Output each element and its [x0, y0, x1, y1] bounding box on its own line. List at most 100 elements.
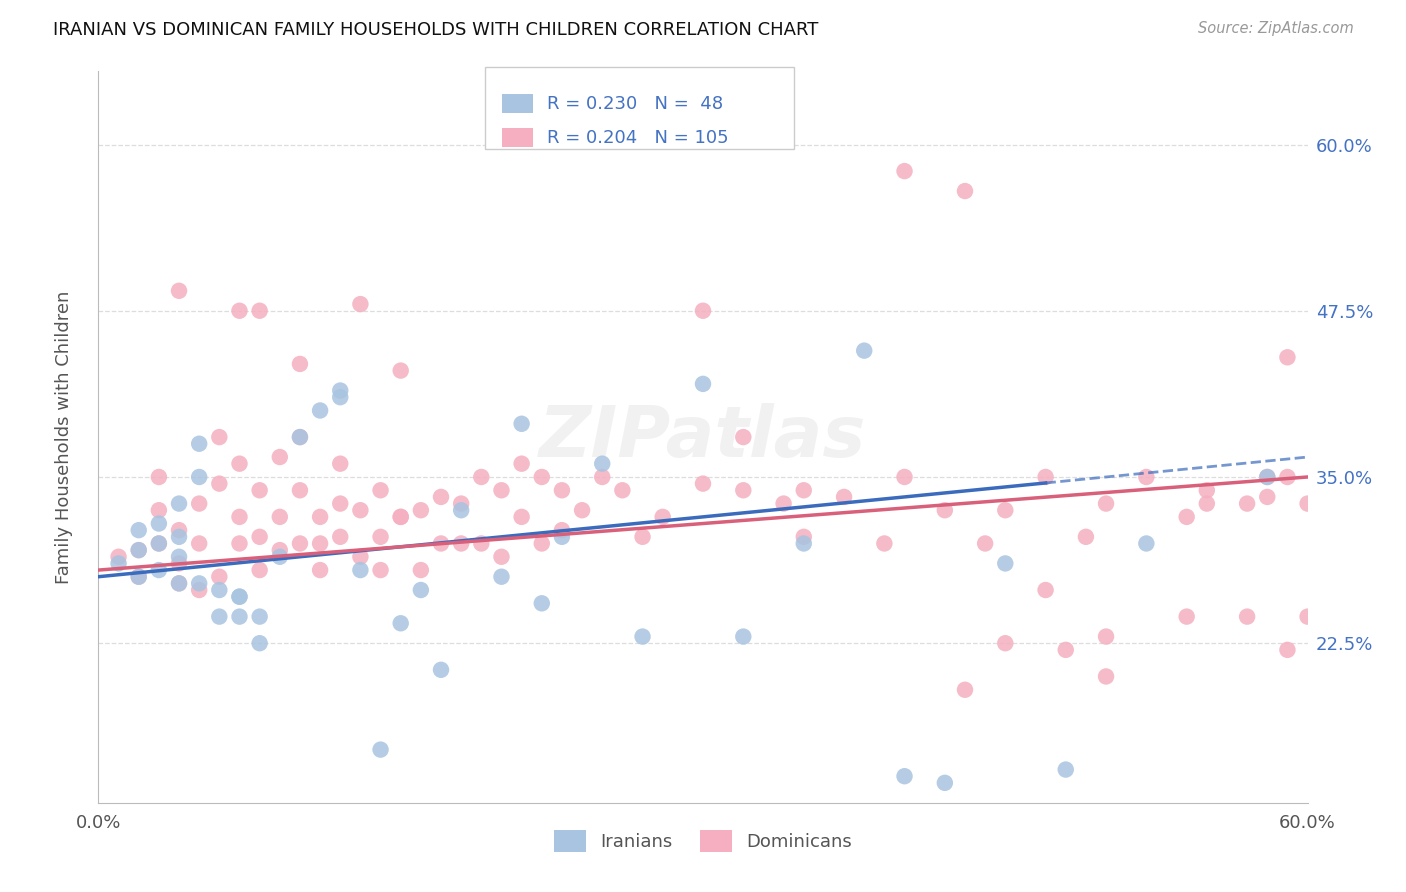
Point: [893, 769, 915, 783]
Point: [692, 303, 714, 318]
Point: [651, 509, 673, 524]
Point: [370, 530, 392, 544]
Point: [793, 536, 815, 550]
Point: [772, 497, 794, 511]
Point: [228, 457, 250, 471]
Point: [269, 450, 291, 464]
Point: [612, 483, 634, 498]
Point: [510, 457, 533, 471]
Point: [1236, 609, 1258, 624]
Point: [148, 536, 170, 550]
Point: [409, 582, 432, 597]
Point: [167, 530, 190, 544]
Point: [1277, 643, 1299, 657]
Point: [269, 509, 291, 524]
Point: [167, 284, 190, 298]
Point: [733, 630, 755, 644]
Point: [491, 570, 513, 584]
Point: [188, 536, 211, 550]
Point: [692, 376, 714, 391]
Point: [1195, 483, 1218, 498]
Point: [167, 523, 190, 537]
Point: [167, 497, 190, 511]
Point: [893, 470, 915, 484]
Point: [167, 576, 190, 591]
Point: [793, 483, 815, 498]
Point: [1095, 497, 1118, 511]
Point: [450, 536, 472, 550]
Point: [349, 563, 371, 577]
Point: [288, 430, 311, 444]
Point: [228, 590, 250, 604]
Point: [409, 503, 432, 517]
Point: [832, 490, 855, 504]
Point: [953, 682, 976, 697]
Point: [571, 503, 593, 517]
Point: [309, 563, 332, 577]
Point: [510, 417, 533, 431]
Point: [994, 503, 1017, 517]
Point: [128, 570, 150, 584]
Point: [228, 590, 250, 604]
Point: [370, 742, 392, 756]
Point: [1095, 630, 1118, 644]
Point: [510, 509, 533, 524]
Point: [1135, 536, 1157, 550]
Point: [309, 403, 332, 417]
Point: [370, 563, 392, 577]
Point: [1035, 582, 1057, 597]
Point: [228, 536, 250, 550]
Point: [450, 497, 472, 511]
Point: [1074, 530, 1097, 544]
Point: [128, 570, 150, 584]
Point: [530, 536, 553, 550]
Point: [994, 557, 1017, 571]
Point: [188, 497, 211, 511]
Point: [249, 636, 271, 650]
Point: [1277, 470, 1299, 484]
Point: [208, 609, 231, 624]
Text: R = 0.230   N =  48: R = 0.230 N = 48: [547, 95, 723, 113]
Point: [389, 509, 412, 524]
Point: [389, 616, 412, 631]
Text: R = 0.204   N = 105: R = 0.204 N = 105: [547, 129, 728, 147]
Point: [128, 523, 150, 537]
Point: [389, 363, 412, 377]
Point: [692, 476, 714, 491]
Point: [1256, 470, 1278, 484]
Point: [1135, 470, 1157, 484]
Point: [1175, 609, 1198, 624]
Point: [107, 557, 129, 571]
Point: [934, 503, 956, 517]
Point: [1054, 643, 1077, 657]
Point: [208, 476, 231, 491]
Point: [288, 536, 311, 550]
Point: [269, 543, 291, 558]
Point: [631, 630, 654, 644]
Point: [1175, 509, 1198, 524]
Point: [288, 357, 311, 371]
Point: [249, 303, 271, 318]
Point: [208, 430, 231, 444]
Point: [148, 503, 170, 517]
Point: [148, 536, 170, 550]
Point: [107, 549, 129, 564]
Point: [733, 483, 755, 498]
Point: [953, 184, 976, 198]
Point: [430, 490, 453, 504]
Point: [188, 470, 211, 484]
Point: [853, 343, 876, 358]
Point: [188, 582, 211, 597]
Text: ZIPatlas: ZIPatlas: [540, 402, 866, 472]
Point: [1277, 351, 1299, 365]
Point: [329, 390, 352, 404]
Point: [530, 470, 553, 484]
Point: [309, 536, 332, 550]
Point: [148, 470, 170, 484]
Point: [309, 509, 332, 524]
Point: [329, 384, 352, 398]
Point: [551, 530, 574, 544]
Point: [188, 576, 211, 591]
Point: [148, 516, 170, 531]
Point: [128, 543, 150, 558]
